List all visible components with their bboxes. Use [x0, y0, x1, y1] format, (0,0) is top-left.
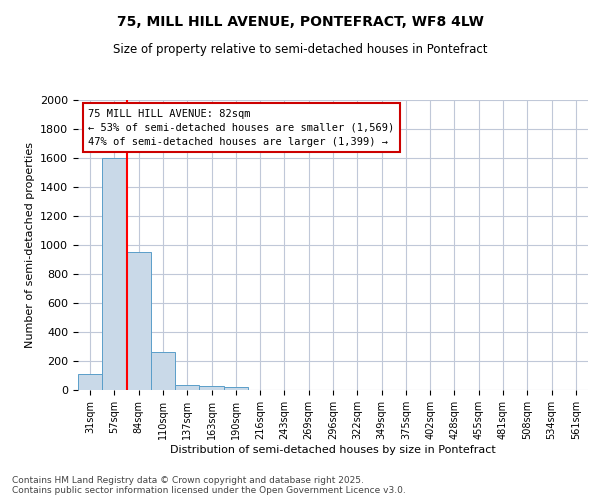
Bar: [175, 385, 199, 390]
Text: 75, MILL HILL AVENUE, PONTEFRACT, WF8 4LW: 75, MILL HILL AVENUE, PONTEFRACT, WF8 4L…: [116, 15, 484, 29]
Text: Contains HM Land Registry data © Crown copyright and database right 2025.
Contai: Contains HM Land Registry data © Crown c…: [12, 476, 406, 495]
Bar: [78, 374, 102, 390]
X-axis label: Distribution of semi-detached houses by size in Pontefract: Distribution of semi-detached houses by …: [170, 444, 496, 454]
Bar: [151, 352, 175, 390]
Bar: [224, 387, 248, 390]
Bar: [102, 158, 127, 390]
Text: 75 MILL HILL AVENUE: 82sqm
← 53% of semi-detached houses are smaller (1,569)
47%: 75 MILL HILL AVENUE: 82sqm ← 53% of semi…: [88, 108, 394, 146]
Text: Size of property relative to semi-detached houses in Pontefract: Size of property relative to semi-detach…: [113, 42, 487, 56]
Bar: [199, 386, 224, 390]
Bar: [127, 252, 151, 390]
Y-axis label: Number of semi-detached properties: Number of semi-detached properties: [25, 142, 35, 348]
